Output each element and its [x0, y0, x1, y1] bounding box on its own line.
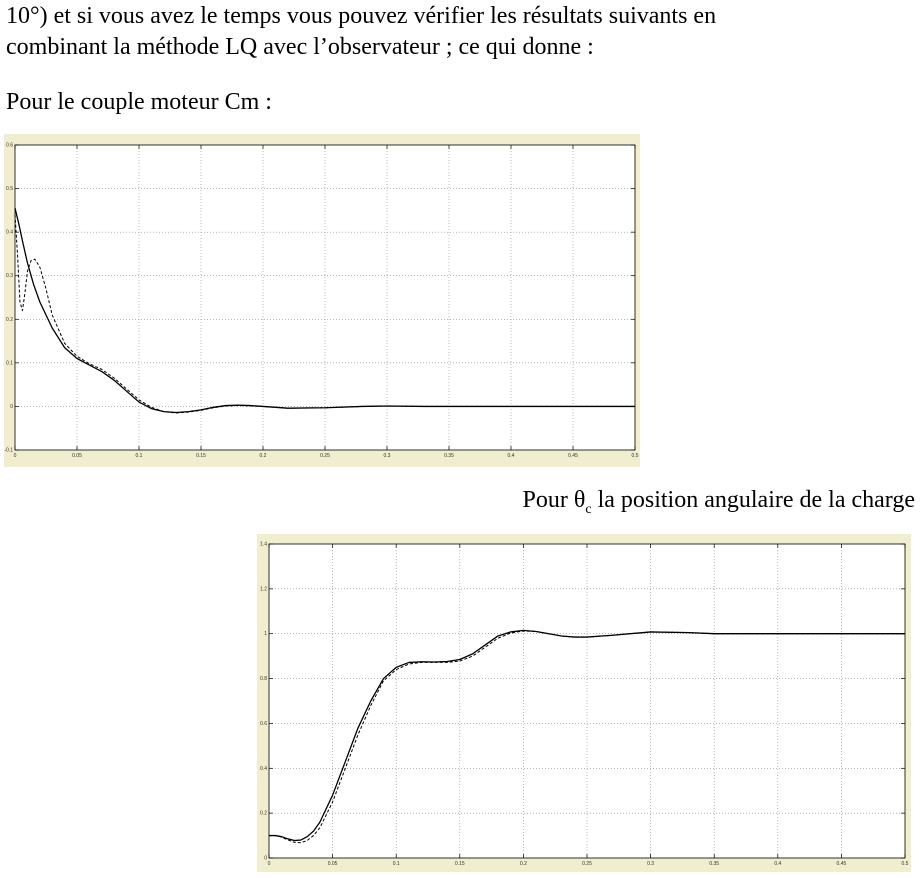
y-tick-label: 0.2	[260, 811, 267, 817]
y-tick-label: 0.8	[260, 676, 267, 682]
x-tick-label: 0.3	[647, 861, 654, 867]
y-tick-label: 0.4	[6, 230, 13, 236]
x-tick-label: 0.35	[709, 861, 719, 867]
y-tick-label: 1.2	[260, 586, 267, 592]
x-tick-label: 0.05	[328, 861, 338, 867]
caption-prefix: Pour	[522, 487, 574, 513]
plot-area	[14, 144, 636, 451]
y-tick-label: -0.1	[4, 448, 13, 454]
chart-couple-moteur-svg: 0 0.05 0.1 0.15 0.2 0.25 0.3 0.35 0.4 0.45 0.5 -0.1…	[4, 134, 640, 467]
x-tick-label: 0.2	[260, 453, 267, 459]
y-tick-label: 0.2	[6, 317, 13, 323]
caption-couple-moteur: Pour le couple moteur Cm :	[6, 89, 272, 115]
y-tick-label: 0	[264, 856, 267, 862]
chart-couple-moteur: 0 0.05 0.1 0.15 0.2 0.25 0.3 0.35 0.4 0.45 0.5 -0.1…	[4, 134, 640, 467]
y-tick-label: 0.6	[6, 143, 13, 149]
x-tick-label: 0.5	[902, 861, 909, 867]
x-tick-label: 0.4	[508, 453, 515, 459]
chart-position-charge: 0 0.05 0.1 0.15 0.2 0.25 0.3 0.35 0.4 0.45 0.5 0 0.2…	[257, 534, 911, 872]
y-tick-label: 0.1	[6, 360, 13, 366]
chart-position-charge-svg: 0 0.05 0.1 0.15 0.2 0.25 0.3 0.35 0.4 0.45 0.5 0 0.2…	[257, 534, 911, 872]
y-tick-label: 0.4	[260, 766, 267, 772]
x-tick-label: 0.05	[72, 453, 82, 459]
x-tick-label: 0	[14, 453, 17, 459]
x-tick-label: 0.5	[632, 453, 639, 459]
series-line-dashed	[14, 214, 635, 414]
x-tick-label: 0.3	[384, 453, 391, 459]
x-tick-label: 0.45	[568, 453, 578, 459]
x-tick-label: 0.4	[774, 861, 781, 867]
y-tick-label: 0.5	[6, 186, 13, 192]
x-tick-label: 0.15	[196, 453, 206, 459]
x-tick-label: 0.45	[837, 861, 847, 867]
theta-symbol: θ	[573, 487, 586, 513]
body-text-line-2: combinant la méthode LQ avec l’observate…	[6, 34, 594, 60]
y-tick-label: 1.4	[260, 542, 267, 548]
x-tick-label: 0.25	[582, 861, 592, 867]
x-tick-label: 0.15	[455, 861, 465, 867]
body-text-line-1: 10°) et si vous avez le temps vous pouve…	[6, 3, 717, 29]
y-tick-label: 0	[10, 404, 13, 410]
x-tick-label: 0.35	[444, 453, 454, 459]
theta-subscript: c	[585, 501, 592, 517]
x-tick-label: 0.25	[320, 453, 330, 459]
y-tick-label: 1	[264, 631, 267, 637]
y-tick-label: 0.6	[260, 721, 267, 727]
y-tick-label: 0.3	[6, 273, 13, 279]
series-line-dashed	[269, 630, 905, 844]
x-tick-label: 0.1	[393, 861, 400, 867]
caption-suffix: la position angulaire de la charge	[591, 487, 915, 513]
caption-position-angulaire: Pour θc la position angulaire de la char…	[523, 484, 916, 516]
x-tick-label: 0.2	[520, 861, 527, 867]
x-tick-label: 0.1	[136, 453, 143, 459]
x-tick-label: 0	[268, 861, 271, 867]
